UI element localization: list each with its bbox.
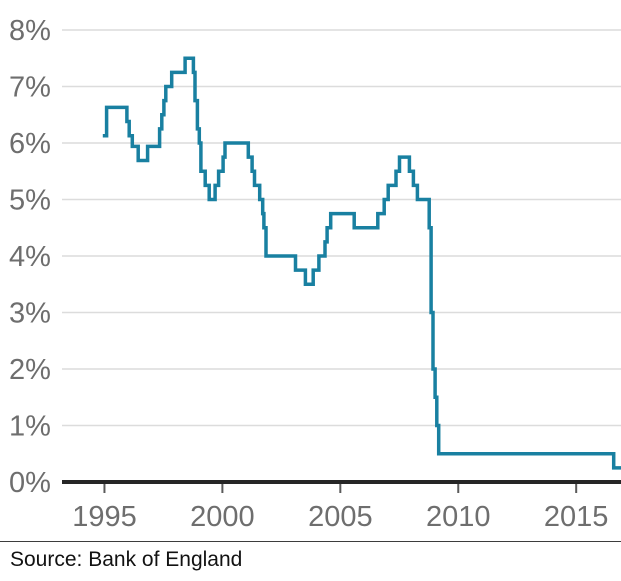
x-axis-labels: 1995 2000 2005 2010 2015	[72, 501, 608, 533]
y-axis-label: 1%	[9, 411, 51, 443]
y-axis-label: 4%	[9, 241, 51, 273]
x-axis-label: 1995	[72, 501, 137, 533]
y-axis-label: 7%	[9, 72, 51, 104]
y-axis-labels: 0% 1% 2% 3% 4% 5% 6% 7% 8%	[9, 15, 51, 499]
chart-footer: Source: Bank of England	[0, 541, 621, 572]
y-axis-label: 6%	[9, 128, 51, 160]
x-axis-label: 2005	[308, 501, 373, 533]
source-label: Source: Bank of England	[10, 548, 243, 571]
y-axis-label: 3%	[9, 298, 51, 330]
y-axis-label: 5%	[9, 185, 51, 217]
y-axis-label: 0%	[9, 467, 51, 499]
y-axis-label: 2%	[9, 354, 51, 386]
x-axis-baseline	[62, 480, 621, 484]
x-axis-label: 2015	[544, 501, 609, 533]
rate-line	[102, 56, 621, 470]
x-axis	[62, 480, 621, 493]
rate-chart-canvas: 0% 1% 2% 3% 4% 5% 6% 7% 8% 1995 2000 2005 2010 2015	[9, 15, 621, 533]
y-axis-label: 8%	[9, 15, 51, 47]
gridlines	[62, 29, 621, 427]
x-axis-label: 2000	[190, 501, 255, 533]
x-axis-label: 2010	[426, 501, 491, 533]
